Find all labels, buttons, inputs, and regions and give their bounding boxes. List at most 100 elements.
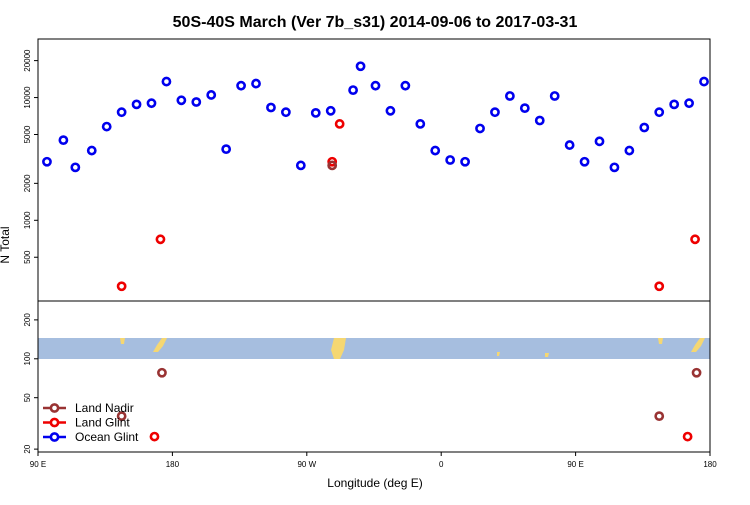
data-point	[131, 99, 142, 110]
y-tick-label: 5000	[23, 125, 32, 143]
data-point	[116, 107, 127, 118]
data-point	[191, 97, 202, 107]
land-mass	[545, 353, 549, 357]
lower-panel-frame	[37, 300, 711, 453]
data-point	[101, 121, 112, 132]
x-tick-label: 90 E	[567, 460, 583, 469]
data-point	[327, 160, 338, 171]
x-axis: 90 E 180 90 W 0 90 E 180	[30, 452, 717, 469]
data-point	[310, 107, 321, 118]
data-point	[430, 145, 441, 156]
land-mass	[691, 338, 705, 352]
upper-panel-frame	[37, 38, 711, 302]
data-point	[206, 90, 217, 100]
data-point	[654, 281, 665, 292]
upper-y-axis: 500 1000 2000 5000 10000 20000	[23, 49, 38, 264]
data-point	[236, 80, 246, 91]
legend-label: Land Glint	[75, 416, 130, 430]
data-point	[334, 119, 345, 129]
legend-marker	[49, 417, 60, 428]
lower-panel-points	[116, 367, 702, 442]
data-point	[534, 115, 545, 126]
data-point	[669, 99, 680, 110]
upper-panel-points	[42, 61, 709, 292]
data-point	[86, 145, 97, 156]
data-point	[355, 61, 366, 72]
y-tick-label: 200	[23, 313, 32, 327]
legend-marker	[49, 403, 60, 413]
y-tick-label: 100	[23, 352, 32, 366]
land-mass	[120, 338, 125, 344]
data-point	[504, 91, 515, 101]
data-point	[684, 98, 694, 109]
data-point	[70, 162, 81, 173]
y-tick-label: 20000	[23, 49, 32, 72]
chart-title: 50S-40S March (Ver 7b_s31) 2014-09-06 to…	[173, 14, 578, 31]
data-point	[42, 156, 52, 167]
y-tick-label: 20	[23, 444, 32, 453]
x-tick-label: 90 E	[30, 460, 46, 469]
data-point	[385, 105, 396, 116]
data-point	[460, 156, 470, 167]
data-point	[654, 411, 665, 422]
data-point	[295, 160, 306, 171]
data-point	[155, 234, 166, 245]
land-mass	[658, 338, 663, 344]
data-point	[445, 155, 456, 165]
x-tick-label: 180	[166, 460, 180, 469]
data-point	[490, 107, 500, 118]
data-point	[280, 107, 291, 118]
data-point	[691, 367, 702, 378]
legend-marker	[49, 432, 60, 442]
x-axis-label: Longitude (deg E)	[327, 476, 422, 490]
map-land	[120, 338, 705, 359]
data-point	[594, 136, 605, 147]
data-point	[475, 123, 485, 134]
data-point	[519, 103, 530, 114]
land-mass	[331, 338, 346, 359]
data-point	[116, 411, 127, 422]
map-strip	[38, 338, 710, 359]
data-point	[116, 281, 127, 292]
y-tick-label: 10000	[23, 86, 32, 109]
lower-y-axis: 20 50 100 200	[23, 313, 38, 454]
data-point	[157, 367, 167, 378]
y-tick-label: 500	[23, 250, 32, 264]
data-point	[564, 140, 575, 150]
x-tick-label: 90 W	[297, 460, 316, 469]
data-point	[176, 95, 187, 106]
data-point	[370, 80, 381, 91]
data-point	[251, 78, 261, 89]
data-point	[654, 107, 665, 118]
land-mass	[497, 352, 500, 356]
data-point	[325, 105, 336, 116]
data-point	[639, 122, 650, 133]
data-point	[221, 144, 232, 155]
x-tick-label: 180	[703, 460, 717, 469]
data-point	[149, 431, 160, 442]
land-mass	[153, 338, 167, 352]
data-point	[624, 145, 635, 156]
data-point	[58, 135, 69, 146]
data-point	[400, 80, 411, 91]
legend-label: Ocean Glint	[75, 430, 139, 444]
data-point	[327, 156, 338, 167]
data-point	[415, 119, 426, 129]
data-point	[690, 234, 700, 245]
y-tick-label: 2000	[23, 174, 32, 192]
data-point	[266, 102, 276, 113]
data-point	[682, 431, 693, 442]
legend-label: Land Nadir	[75, 401, 134, 415]
y-axis-label: N Total	[0, 226, 12, 263]
data-point	[146, 98, 157, 109]
y-tick-label: 50	[23, 393, 32, 402]
data-point	[161, 76, 172, 87]
x-tick-label: 0	[439, 460, 444, 469]
data-point	[348, 85, 358, 96]
y-tick-label: 1000	[23, 211, 32, 229]
data-point	[579, 156, 590, 167]
map-ocean	[38, 338, 710, 359]
data-point	[609, 162, 620, 173]
